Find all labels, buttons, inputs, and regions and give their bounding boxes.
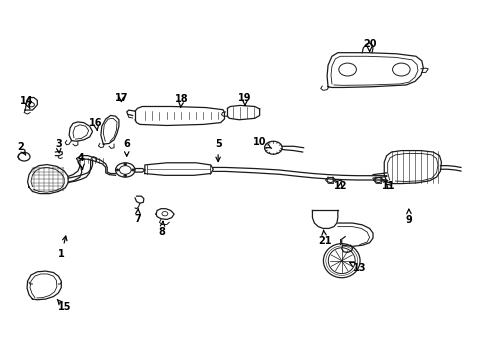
Circle shape bbox=[339, 63, 356, 76]
Circle shape bbox=[162, 212, 168, 216]
Circle shape bbox=[124, 163, 127, 165]
Text: 5: 5 bbox=[215, 139, 221, 162]
Text: 4: 4 bbox=[78, 153, 85, 169]
Text: 11: 11 bbox=[382, 181, 396, 192]
Text: 19: 19 bbox=[238, 93, 252, 105]
Circle shape bbox=[124, 175, 127, 177]
Text: 16: 16 bbox=[89, 118, 103, 131]
Text: 8: 8 bbox=[158, 221, 165, 237]
Text: 3: 3 bbox=[55, 139, 62, 153]
Text: 6: 6 bbox=[123, 139, 130, 156]
Text: 15: 15 bbox=[57, 300, 71, 312]
Text: 10: 10 bbox=[253, 137, 271, 148]
Text: 1: 1 bbox=[58, 236, 67, 258]
Ellipse shape bbox=[328, 248, 355, 274]
Text: 18: 18 bbox=[174, 94, 188, 107]
Text: 2: 2 bbox=[17, 142, 25, 155]
Text: 13: 13 bbox=[350, 262, 367, 273]
Circle shape bbox=[327, 177, 334, 183]
Text: 21: 21 bbox=[318, 230, 331, 246]
Circle shape bbox=[116, 163, 135, 177]
Text: 20: 20 bbox=[363, 39, 376, 52]
Ellipse shape bbox=[323, 244, 360, 278]
Text: 14: 14 bbox=[20, 96, 33, 109]
Text: 12: 12 bbox=[334, 181, 347, 192]
Circle shape bbox=[18, 152, 30, 161]
Text: 9: 9 bbox=[406, 209, 413, 225]
Circle shape bbox=[375, 177, 382, 183]
Text: 7: 7 bbox=[134, 209, 141, 224]
Circle shape bbox=[28, 103, 34, 107]
Circle shape bbox=[392, 63, 410, 76]
Circle shape bbox=[265, 141, 282, 154]
Circle shape bbox=[116, 169, 119, 171]
Circle shape bbox=[120, 166, 131, 174]
Circle shape bbox=[132, 169, 135, 171]
Text: 17: 17 bbox=[115, 93, 128, 103]
